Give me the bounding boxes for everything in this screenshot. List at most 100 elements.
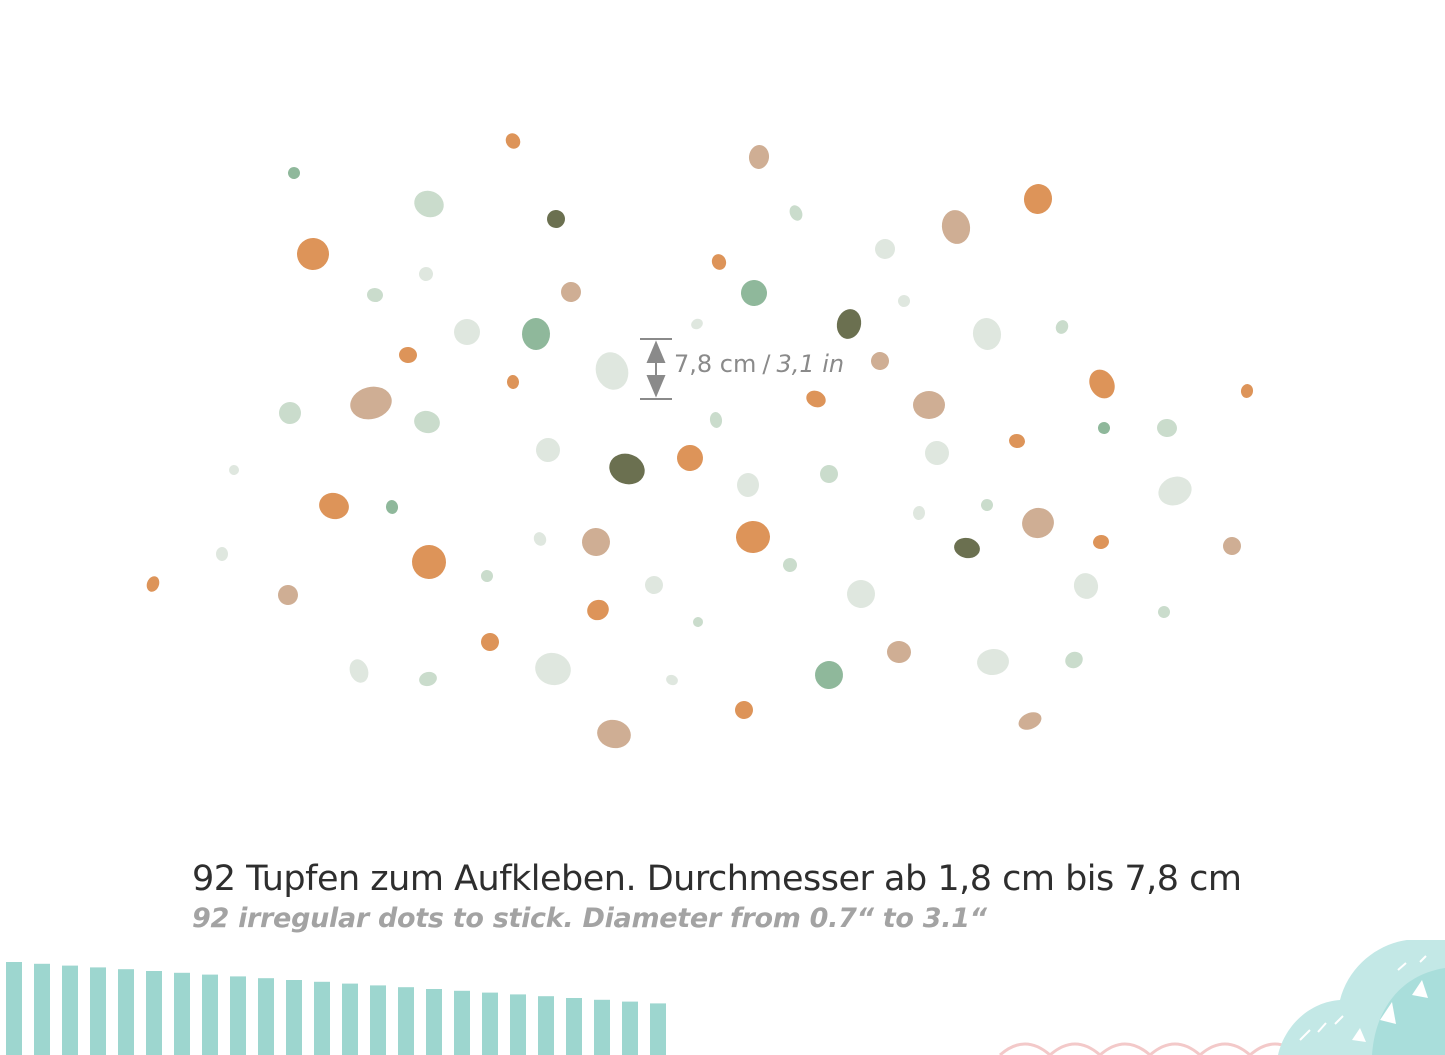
dot-light-sage [1065,651,1083,669]
dot-pale-green [925,441,949,465]
teal-hill-icon [1278,940,1445,1055]
dot-tan [350,386,392,420]
dot-orange [677,445,703,471]
stripe [538,996,554,1055]
stripe [174,972,190,1055]
dot-orange [735,701,753,719]
dot-light-sage [820,465,838,483]
dot-tan [887,640,911,664]
dot-pale-green [691,318,703,330]
dot-orange [1240,384,1254,398]
dot-orange [399,346,417,364]
dot-orange [481,633,499,651]
dot-tan [1223,537,1241,555]
dot-orange [319,492,349,520]
dot-orange [1009,433,1025,449]
dot-pale-green [912,506,926,520]
dot-sage [288,167,300,179]
dot-light-sage [367,287,383,303]
dot-olive [954,537,980,559]
dots-group [146,133,1254,749]
dot-pale-green [736,473,760,497]
dots-illustration [146,133,1254,749]
dot-pale-green [454,319,480,345]
dot-pale-green [536,438,560,462]
stripe [566,998,582,1055]
dot-tan [278,585,298,605]
dot-light-sage [783,558,797,572]
dot-pale-green [215,547,229,561]
stripe [118,969,134,1055]
dot-orange [1093,534,1109,550]
dot-pale-green [595,352,629,390]
dot-pale-green [419,267,433,281]
dot-tan [941,210,971,244]
measurement-imperial: 3,1 in [776,350,845,378]
stripe [398,987,414,1055]
dot-olive [547,210,565,228]
measurement-separator: / [762,350,771,378]
stripe [202,974,218,1055]
pink-scallop-icon [999,1042,1301,1055]
dot-orange [711,254,727,270]
stripe [6,962,22,1055]
dot-tan [597,719,631,749]
dot-pale-green [972,318,1002,350]
dot-light-sage [279,402,301,424]
dot-tan [871,352,889,370]
dot-light-sage [981,499,993,511]
stripe [426,989,442,1055]
dot-olive [609,453,645,485]
dot-pale-green [533,532,547,546]
dot-orange [506,375,520,389]
dot-pale-green [645,576,663,594]
stripe [62,965,78,1055]
dot-sage [815,661,843,689]
stripe [314,981,330,1055]
stripe [90,967,106,1055]
dot-orange [297,238,329,270]
dot-light-sage [789,205,803,221]
stripe [594,999,610,1055]
dot-orange [587,599,609,621]
dot-light-sage [481,570,493,582]
dot-sage [521,318,551,350]
dot-light-sage [414,190,444,218]
dot-tan [561,282,581,302]
stripe [622,1001,638,1055]
dot-orange [146,576,160,592]
teal-stripes-icon [6,962,666,1055]
dot-pale-green [977,648,1009,676]
dot-orange [1023,184,1053,214]
dot-tan [1018,712,1042,730]
dot-light-sage [1055,320,1069,334]
dot-pale-green [1073,573,1099,599]
dot-orange [806,390,826,408]
stripe [370,985,386,1055]
stripe [650,1003,666,1055]
stripe [454,990,470,1055]
caption-german: 92 Tupfen zum Aufkleben. Durchmesser ab … [192,859,1242,899]
dot-light-sage [709,412,723,428]
dot-tan [748,145,770,169]
caption: 92 Tupfen zum Aufkleben. Durchmesser ab … [192,857,1392,937]
dot-sage [1098,422,1110,434]
bottom-decoration [6,940,1445,1055]
dot-pale-green [1158,476,1192,506]
dot-light-sage [414,410,440,434]
dot-olive [836,309,862,339]
dot-pale-green [349,659,369,683]
dot-pale-green [535,652,571,686]
dot-light-sage [1158,606,1170,618]
measurement-metric: 7,8 cm [674,350,757,378]
dot-light-sage [419,671,437,687]
dot-sage [741,280,767,306]
stripe [482,992,498,1055]
dot-light-sage [1157,418,1177,438]
stripe [286,980,302,1055]
dot-pale-green [229,465,239,475]
measurement-label: 7,8 cm/3,1 in [674,350,844,378]
stripe [146,971,162,1055]
dot-tan [913,391,945,419]
stripe [342,983,358,1055]
